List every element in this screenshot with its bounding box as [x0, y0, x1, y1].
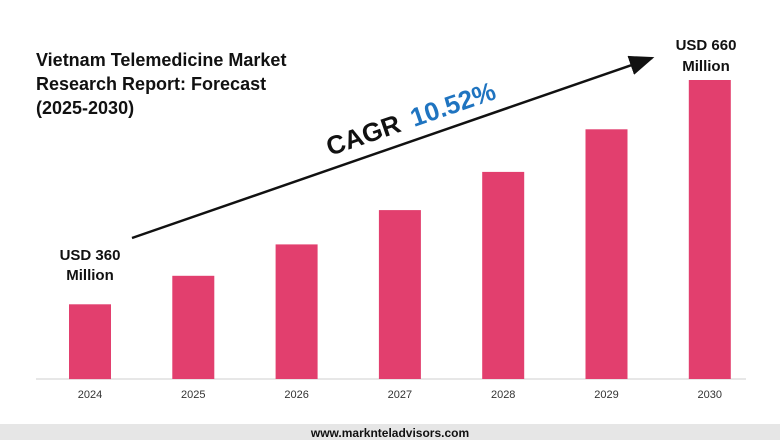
trend-arrow	[131, 55, 655, 240]
x-tick-2027: 2027	[388, 389, 412, 401]
callout-end-line-1: USD 660	[676, 37, 737, 54]
x-tick-labels: 2024 2025 2026 2027 2028 2029 2030	[78, 389, 722, 401]
bar-2029	[585, 129, 628, 379]
callout-end-line-2: Million	[682, 58, 730, 75]
chart-title-line-1: Vietnam Telemedicine Market	[36, 50, 286, 70]
x-tick-2029: 2029	[594, 389, 618, 401]
x-tick-2026: 2026	[284, 389, 308, 401]
bar-2024	[69, 304, 111, 380]
cagr-annotation: CAGR 10.52%	[322, 76, 499, 162]
x-tick-2024: 2024	[78, 389, 102, 401]
callout-start-line-1: USD 360	[60, 247, 121, 264]
bar-2026	[275, 244, 318, 379]
x-tick-2028: 2028	[491, 389, 515, 401]
cagr-label: CAGR	[322, 108, 404, 161]
cagr-value: 10.52%	[406, 76, 499, 133]
bar-2027	[378, 210, 421, 379]
footer-url: www.marknteladvisors.com	[310, 426, 469, 440]
bars	[69, 80, 731, 380]
footer-bar	[0, 424, 780, 440]
chart-title-line-3: (2025-2030)	[36, 98, 134, 118]
bar-2028	[482, 171, 525, 379]
callout-start-line-2: Million	[66, 267, 114, 284]
bar-2025	[172, 275, 215, 379]
bar-2030	[688, 80, 731, 379]
x-tick-2025: 2025	[181, 389, 205, 401]
chart-title-line-2: Research Report: Forecast	[36, 74, 266, 94]
x-tick-2030: 2030	[698, 389, 722, 401]
